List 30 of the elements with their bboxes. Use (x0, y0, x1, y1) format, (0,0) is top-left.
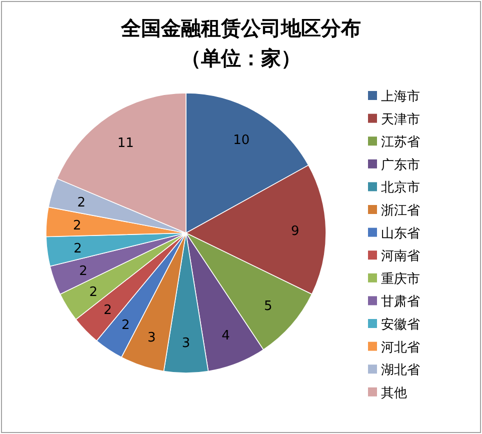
data-label: 3 (148, 330, 156, 346)
data-label: 5 (264, 298, 272, 314)
data-label: 2 (89, 284, 98, 300)
legend-label: 河南省 (381, 249, 420, 264)
data-label: 11 (117, 136, 134, 151)
data-label: 2 (73, 218, 82, 234)
legend-label: 天津市 (381, 112, 420, 128)
legend-label: 安徽省 (381, 316, 420, 332)
chart-subtitle: （单位：家） (181, 46, 301, 70)
legend-label: 河北省 (381, 340, 420, 356)
legend-label: 山东省 (381, 226, 420, 242)
legend-label: 浙江省 (381, 204, 420, 218)
legend-label: 江苏省 (381, 135, 420, 150)
data-label: 2 (77, 195, 86, 210)
data-label: 2 (104, 303, 112, 318)
legend-label: 甘肃省 (381, 294, 420, 310)
data-label: 4 (222, 328, 230, 344)
data-label: 2 (79, 264, 88, 280)
data-label: 9 (291, 224, 300, 240)
data-label: 2 (74, 241, 82, 256)
legend-label: 重庆市 (381, 272, 420, 287)
data-label: 3 (182, 336, 190, 352)
chart-title: 全国金融租赁公司地区分布 (120, 16, 361, 40)
data-label: 10 (233, 132, 250, 148)
legend-label: 湖北省 (381, 363, 420, 378)
legend-label: 广东市 (381, 158, 420, 173)
legend-label: 其他 (381, 386, 407, 401)
legend-label: 北京市 (381, 180, 420, 196)
legend-label: 上海市 (381, 90, 420, 104)
data-label: 2 (121, 318, 130, 333)
